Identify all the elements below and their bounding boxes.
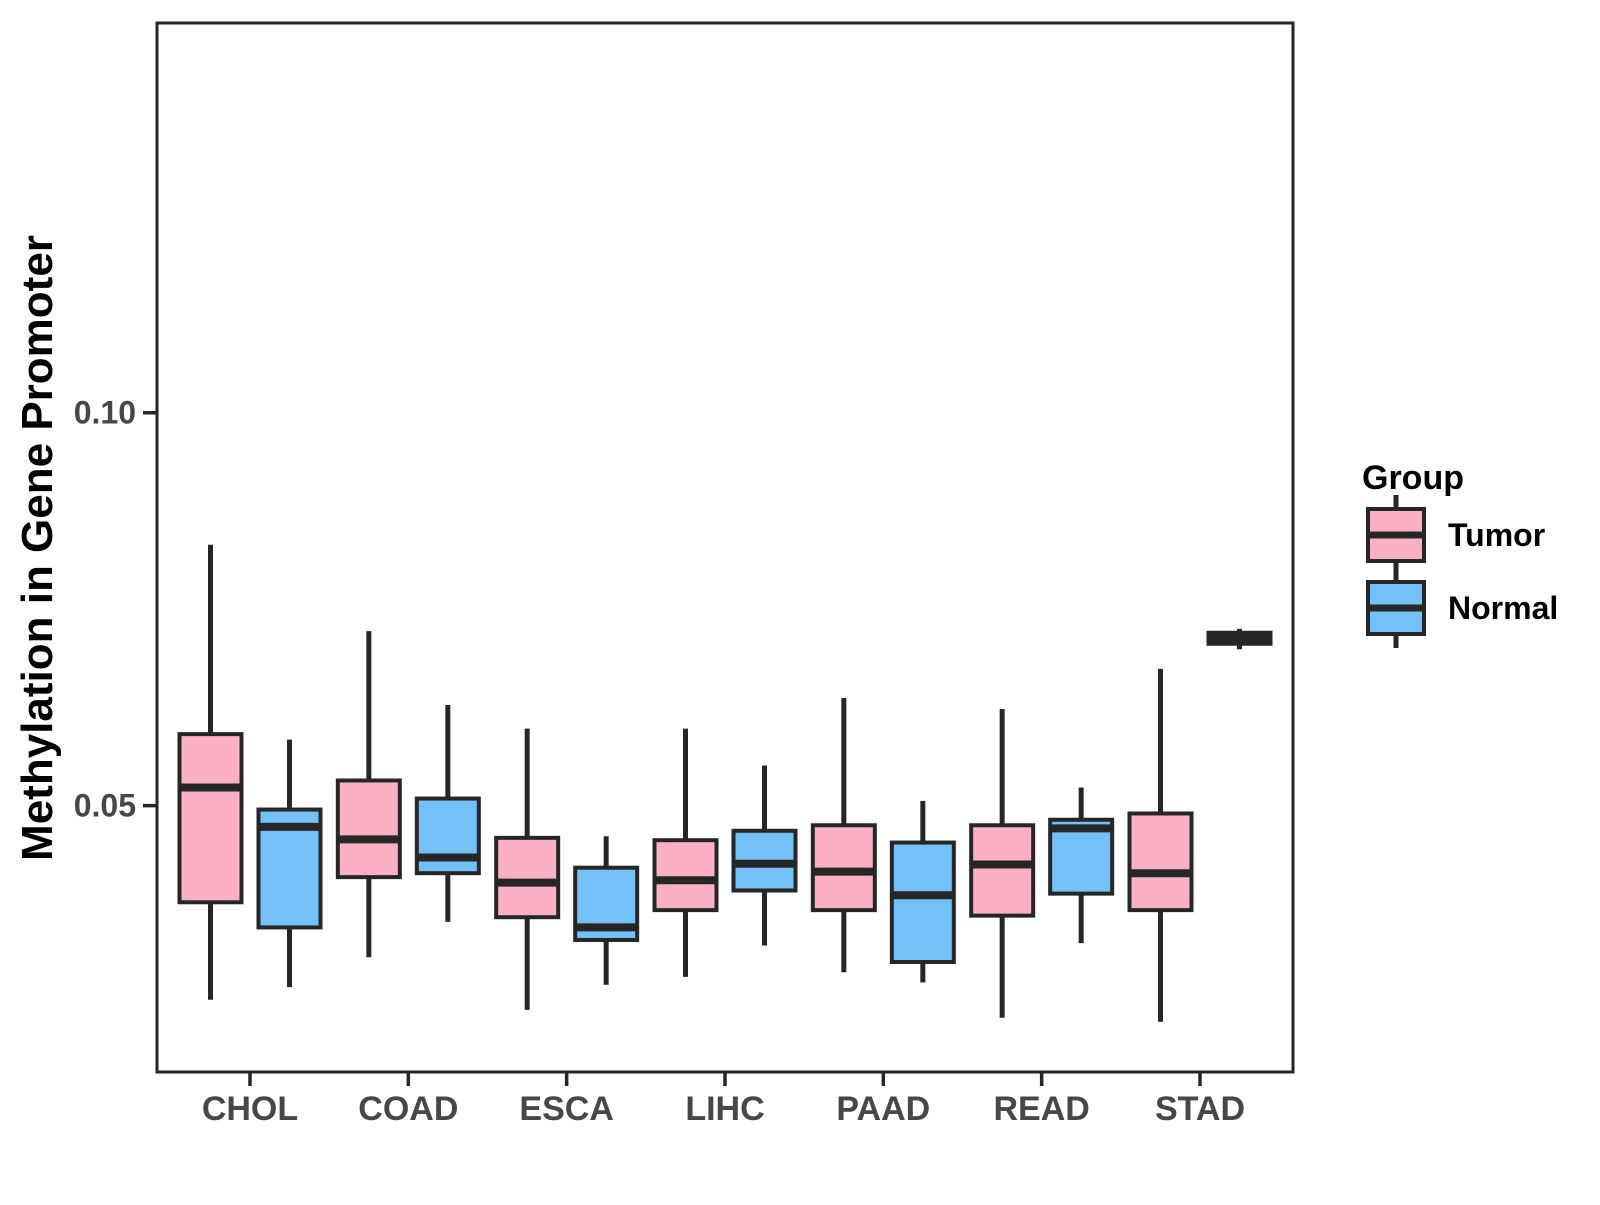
- panel-border: [155, 21, 1295, 1074]
- x-tick-label: ESCA: [519, 1090, 613, 1128]
- legend: Group Tumor Normal: [1362, 459, 1558, 648]
- x-tick-label: READ: [993, 1090, 1089, 1128]
- legend-label-normal: Normal: [1448, 590, 1558, 626]
- boxplot-coad-normal-box: [414, 796, 481, 876]
- x-tick-label: COAD: [358, 1090, 458, 1128]
- legend-title: Group: [1362, 459, 1464, 497]
- boxplot-stad-tumor-box: [1127, 811, 1194, 913]
- x-tick-label: CHOL: [202, 1090, 298, 1128]
- legend-key-tumor: Tumor: [1366, 495, 1545, 575]
- boxplot-lihc-tumor-box: [652, 838, 719, 913]
- plot-marks: 0.05 0.10 CHOL COAD ESCA LIHC PAAD READ STAD: [74, 395, 1273, 1128]
- boxplot-esca-tumor-box: [494, 835, 561, 920]
- x-tick-label: STAD: [1155, 1090, 1245, 1128]
- boxplot-coad-tumor-box: [335, 778, 402, 880]
- legend-key-normal: Normal: [1366, 568, 1558, 648]
- y-tick-label: 0.10: [74, 395, 136, 431]
- legend-label-tumor: Tumor: [1448, 517, 1545, 553]
- x-tick-label: PAAD: [836, 1090, 930, 1128]
- boxplot-paad-normal-box: [889, 840, 956, 964]
- boxplot-read-tumor-box: [969, 823, 1036, 918]
- y-tick-label: 0.05: [74, 788, 136, 824]
- boxplot-chol-tumor-box: [177, 732, 244, 905]
- y-axis-title: Methylation in Gene Promoter: [13, 235, 62, 861]
- x-tick-label: LIHC: [685, 1090, 764, 1128]
